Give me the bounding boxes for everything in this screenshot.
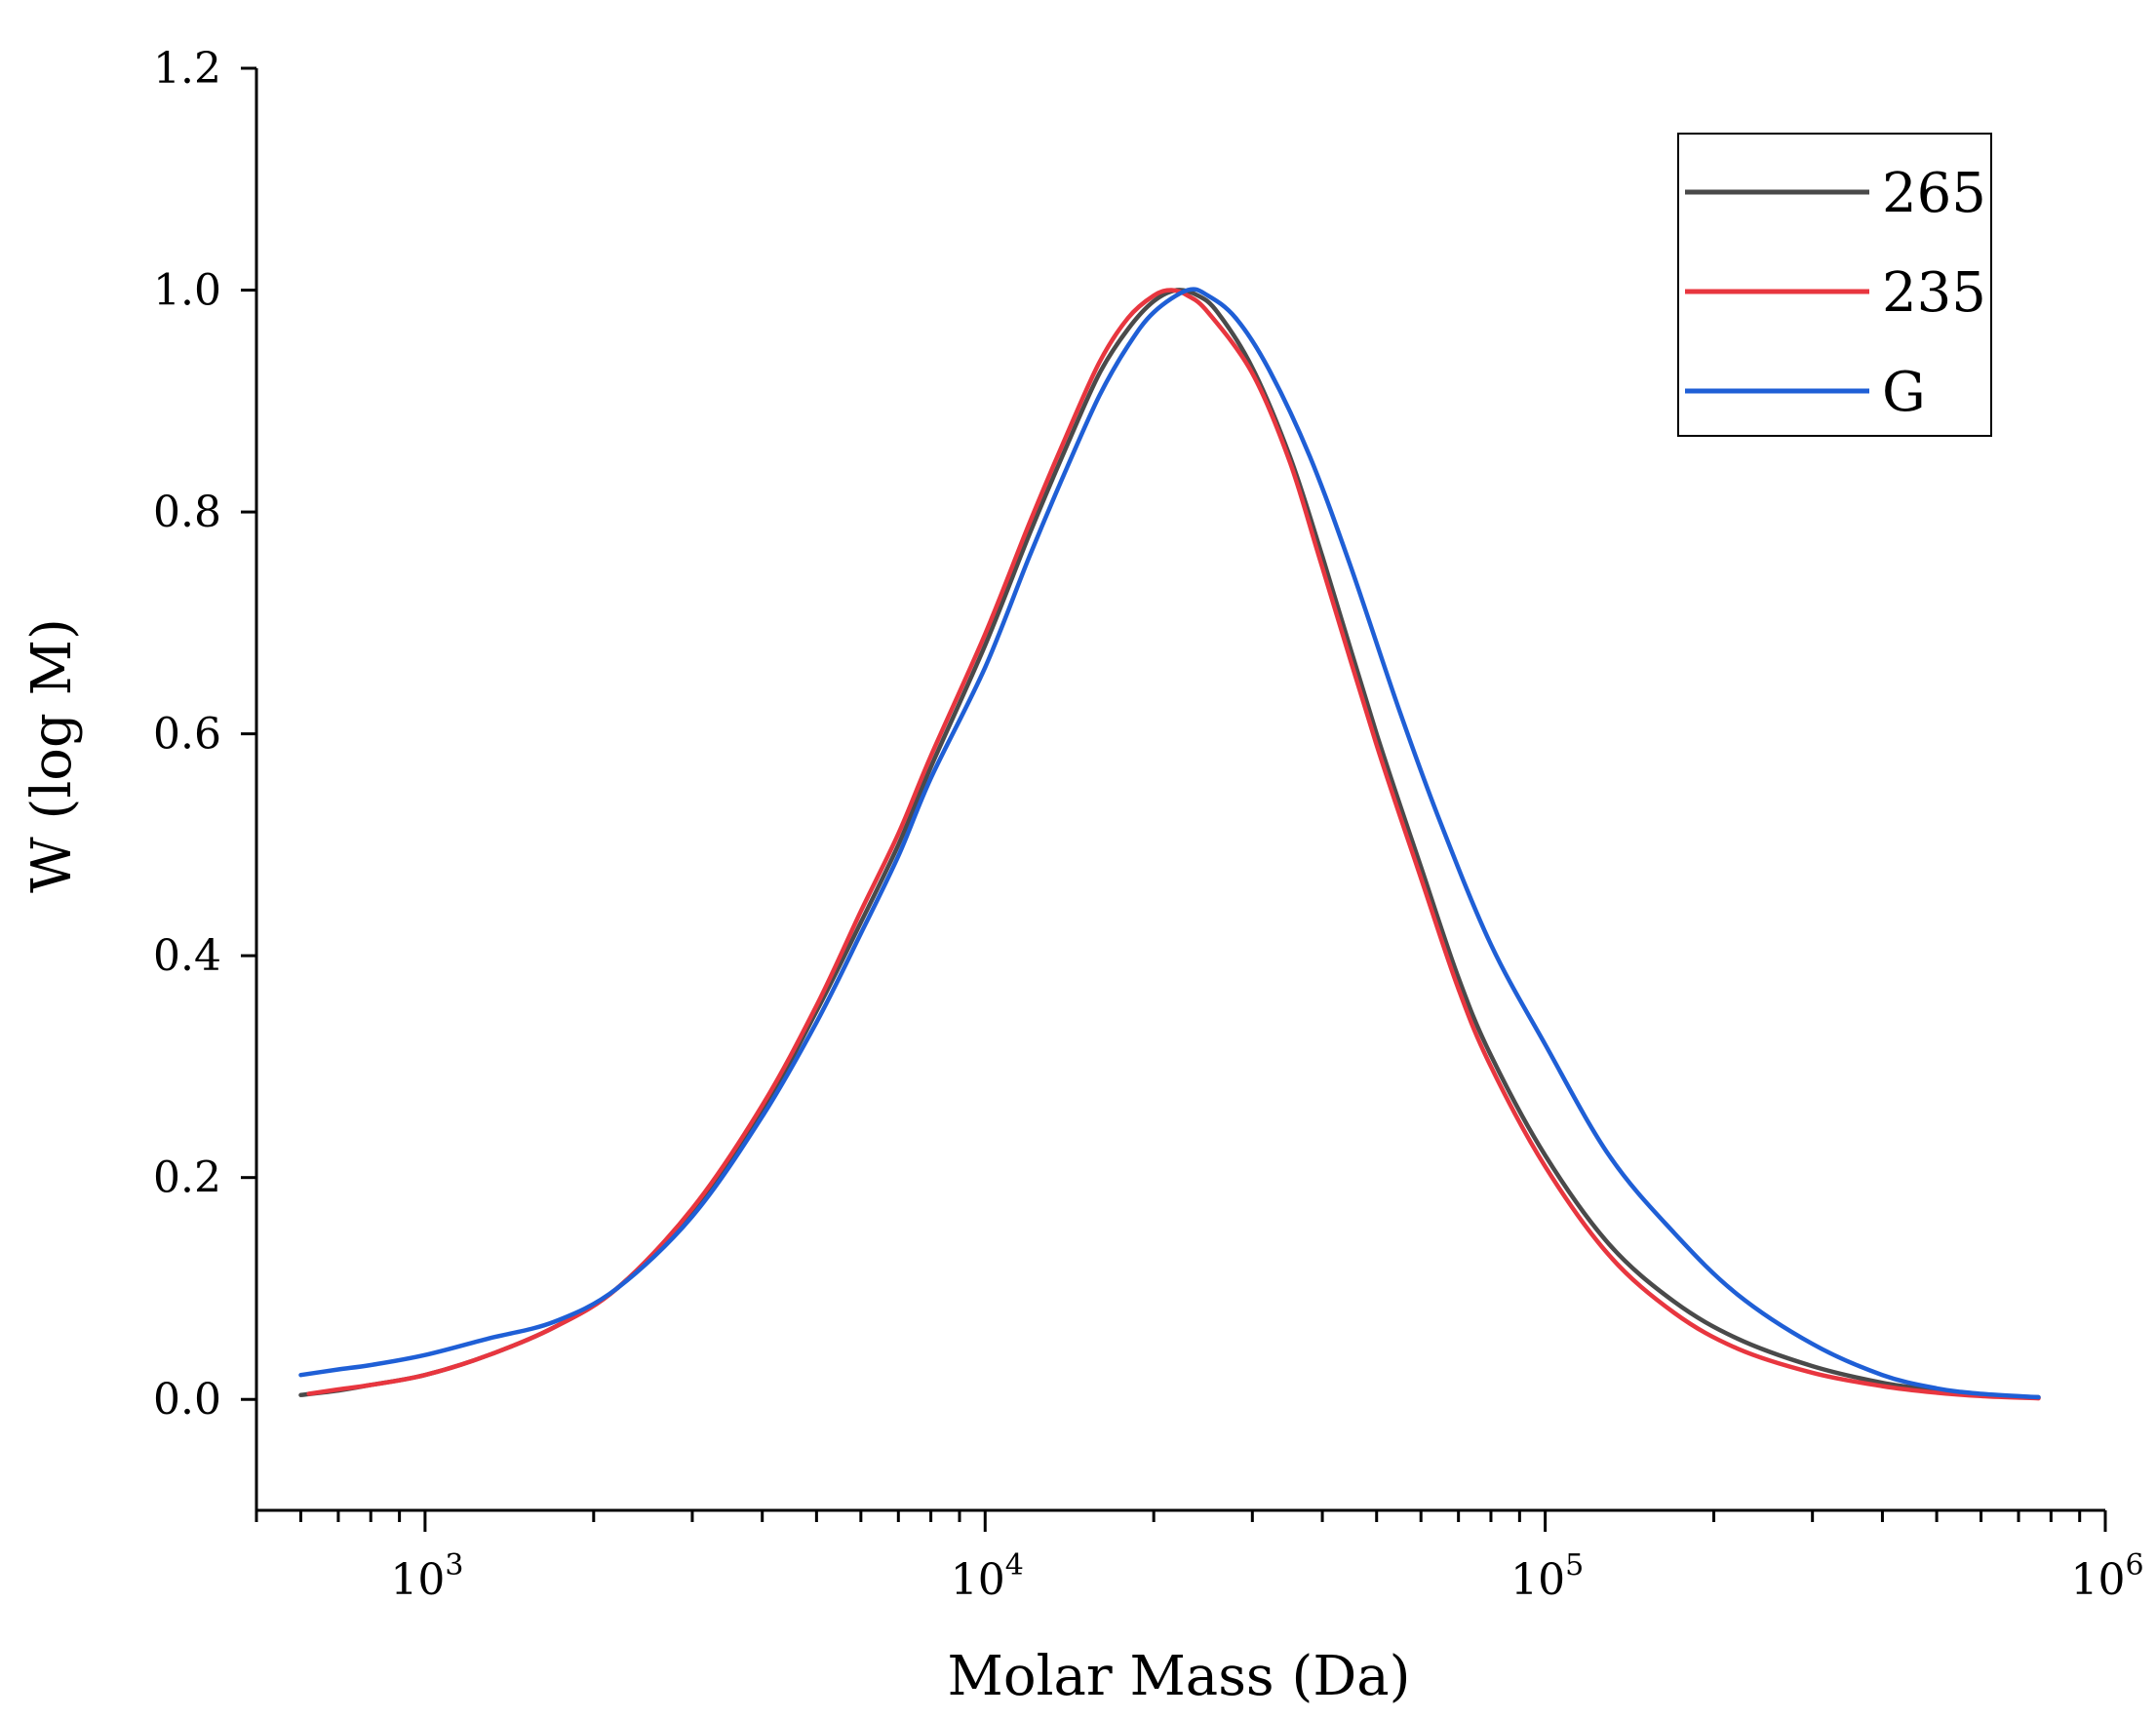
x-tick-label-exponent: 5 [1565, 1548, 1584, 1582]
legend-label-g: G [1882, 361, 1926, 424]
y-tick-label: 0.0 [153, 1375, 221, 1425]
series-line-265 [298, 288, 2041, 1400]
legend-label-265: 265 [1882, 162, 1986, 225]
x-tick-label-base: 10 [390, 1555, 445, 1605]
y-ticks: 0.0 0.2 0.4 0.6 0.8 1.0 1.2 [153, 44, 256, 1425]
x-tick-label-exponent: 4 [1005, 1548, 1024, 1582]
axes: 0.00.20.40.60.81.01.2 103 104 105 106 [153, 44, 2144, 1605]
legend-label-235: 235 [1882, 261, 1986, 325]
x-tick-label: 104 [951, 1548, 1024, 1605]
y-tick-label: 1.2 [153, 44, 221, 94]
x-tick-label-exponent: 6 [2125, 1548, 2143, 1582]
x-tick-label-base: 10 [1510, 1555, 1565, 1605]
legend-items: 265 235 G [1685, 162, 1986, 424]
series-line-g [298, 287, 2041, 1400]
x-ticks: 103 104 105 106 [255, 1510, 2144, 1605]
x-tick-label: 103 [390, 1548, 463, 1605]
legend-box [1677, 133, 1992, 437]
y-tick-label: 1.0 [153, 266, 221, 316]
y-tick-label: 0.6 [153, 710, 221, 760]
x-axis-title: Molar Mass (Da) [948, 1645, 1411, 1708]
x-tick-label: 106 [2070, 1548, 2143, 1605]
legend: 265 235 G [1677, 133, 1992, 437]
y-tick-label: 0.4 [153, 931, 221, 981]
y-axis-title: W (log M) [20, 618, 84, 893]
x-tick-label-base: 10 [951, 1555, 1005, 1605]
series-layer [298, 287, 2041, 1401]
x-tick-label: 105 [1510, 1548, 1584, 1605]
series-line-235 [306, 288, 2041, 1401]
x-tick-label-base: 10 [2070, 1555, 2125, 1605]
y-tick-label: 0.8 [153, 488, 221, 537]
x-tick-label-exponent: 3 [445, 1548, 463, 1582]
y-tick-label: 0.2 [153, 1153, 221, 1203]
